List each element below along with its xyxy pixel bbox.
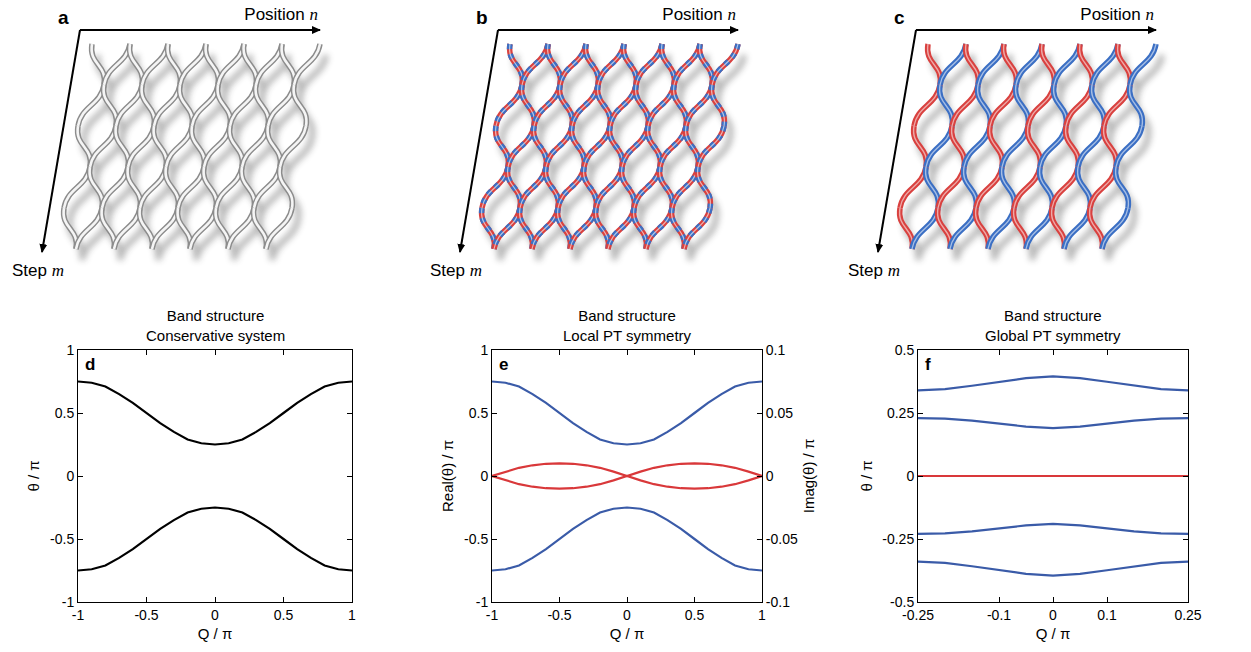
svg-text:Position n: Position n: [1080, 5, 1154, 24]
svg-text:-0.5: -0.5: [890, 594, 914, 610]
svg-text:e: e: [499, 355, 508, 374]
svg-text:Step m: Step m: [848, 261, 900, 280]
svg-text:0.5: 0.5: [685, 607, 705, 623]
svg-text:1: 1: [66, 342, 74, 358]
svg-text:Q / π: Q / π: [610, 625, 645, 642]
svg-text:0: 0: [480, 468, 488, 484]
svg-text:Q / π: Q / π: [1036, 625, 1071, 642]
svg-text:a: a: [58, 7, 69, 28]
svg-text:Position n: Position n: [662, 5, 736, 24]
svg-text:0: 0: [766, 468, 774, 484]
svg-text:θ / π: θ / π: [25, 460, 42, 491]
svg-text:0.5: 0.5: [55, 405, 75, 421]
svg-text:0.05: 0.05: [766, 405, 793, 421]
svg-text:1: 1: [480, 342, 488, 358]
svg-text:-0.5: -0.5: [50, 531, 74, 547]
svg-text:θ / π: θ / π: [858, 460, 875, 491]
svg-text:Imag(θ) / π: Imag(θ) / π: [800, 439, 817, 514]
svg-text:-0.5: -0.5: [547, 607, 571, 623]
svg-text:0: 0: [66, 468, 74, 484]
svg-text:-1: -1: [486, 607, 499, 623]
svg-text:Band structureLocal PT symmetr: Band structureLocal PT symmetry: [563, 307, 692, 344]
svg-text:Band structureConservative sys: Band structureConservative system: [146, 307, 285, 344]
svg-text:c: c: [894, 7, 905, 28]
svg-text:0.25: 0.25: [1174, 607, 1201, 623]
svg-text:Real(θ) / π: Real(θ) / π: [439, 440, 456, 512]
svg-text:Q / π: Q / π: [198, 625, 233, 642]
svg-text:-0.5: -0.5: [134, 607, 158, 623]
svg-text:Position n: Position n: [244, 5, 318, 24]
svg-text:f: f: [925, 355, 931, 374]
svg-text:0: 0: [623, 607, 631, 623]
svg-text:-0.1: -0.1: [766, 594, 790, 610]
svg-text:b: b: [476, 7, 488, 28]
svg-text:Band structureGlobal PT symmet: Band structureGlobal PT symmetry: [985, 307, 1121, 344]
svg-text:0.1: 0.1: [1097, 607, 1117, 623]
svg-text:0.5: 0.5: [469, 405, 489, 421]
svg-text:d: d: [85, 355, 95, 374]
svg-text:0: 0: [906, 468, 914, 484]
svg-text:0.1: 0.1: [766, 342, 786, 358]
svg-text:-0.1: -0.1: [987, 607, 1011, 623]
svg-text:-1: -1: [476, 594, 489, 610]
svg-text:-1: -1: [62, 594, 75, 610]
svg-text:-0.25: -0.25: [902, 607, 934, 623]
svg-text:1: 1: [348, 607, 356, 623]
svg-text:-1: -1: [72, 607, 85, 623]
svg-text:Step m: Step m: [430, 261, 482, 280]
svg-text:-0.05: -0.05: [766, 531, 798, 547]
svg-text:0.5: 0.5: [274, 607, 294, 623]
svg-text:0.5: 0.5: [895, 342, 915, 358]
svg-text:0: 0: [1049, 607, 1057, 623]
svg-text:-0.5: -0.5: [464, 531, 488, 547]
svg-text:0.25: 0.25: [887, 405, 914, 421]
svg-text:0: 0: [211, 607, 219, 623]
svg-text:Step m: Step m: [12, 261, 64, 280]
svg-text:1: 1: [758, 607, 766, 623]
svg-text:-0.25: -0.25: [882, 531, 914, 547]
